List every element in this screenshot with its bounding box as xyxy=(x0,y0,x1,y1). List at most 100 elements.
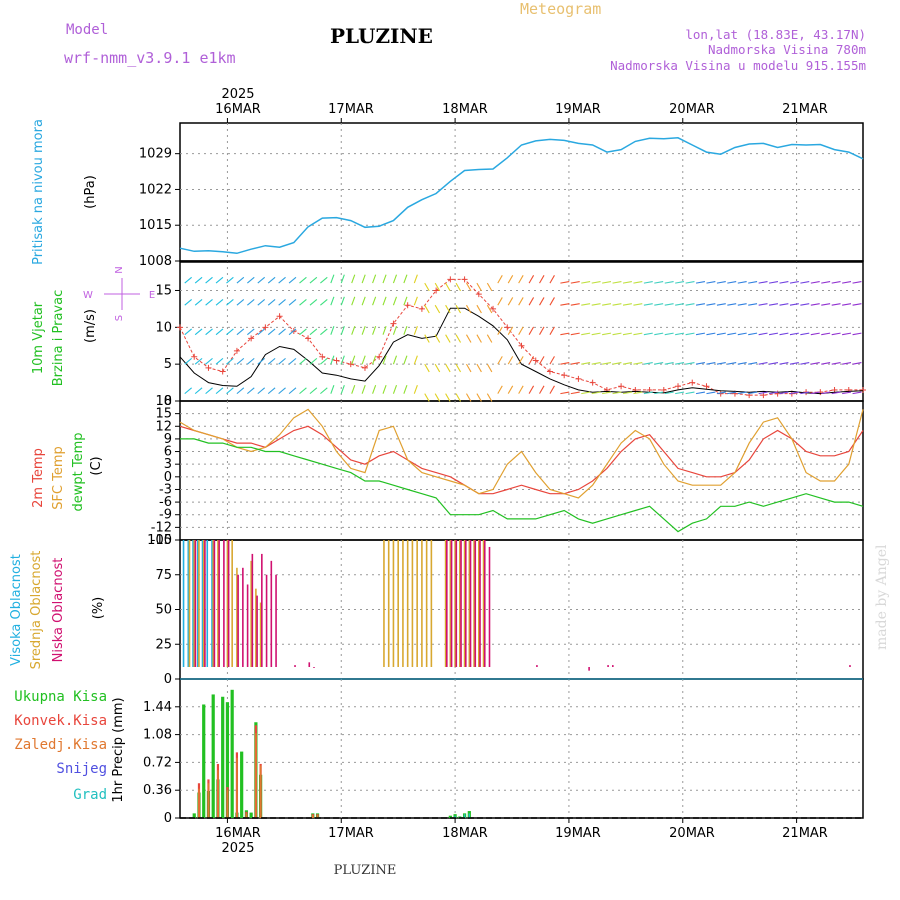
wind-arrow xyxy=(633,281,643,284)
wind-title-2: Brzina i Pravac xyxy=(51,290,66,387)
precip-bar xyxy=(259,765,262,818)
wind-arrow xyxy=(727,303,737,306)
wind-arrow xyxy=(675,362,685,365)
wind-arrow xyxy=(821,332,831,336)
wind-arrow xyxy=(372,274,377,284)
wind-arrow xyxy=(382,296,387,306)
wind-arrow xyxy=(351,326,356,335)
precip-bar xyxy=(463,814,466,818)
wind-arrow xyxy=(622,391,632,395)
wind-arrow xyxy=(664,303,674,306)
wind-arrow xyxy=(226,299,234,306)
wind-arrow xyxy=(654,332,664,336)
precip-bar xyxy=(198,788,200,818)
wind-arrow xyxy=(591,303,601,306)
wind-arrow xyxy=(246,299,255,306)
gust-marker xyxy=(461,276,468,283)
wind-arrow xyxy=(215,387,224,395)
wind-arrow xyxy=(351,274,356,284)
wind-arrow xyxy=(476,304,482,314)
wind-arrow xyxy=(320,299,328,306)
wind-arrow xyxy=(560,391,570,395)
wind-arrow xyxy=(852,303,862,306)
wind-arrow xyxy=(205,357,213,365)
wind-arrow xyxy=(560,362,570,365)
wind-arrow xyxy=(351,384,356,394)
top-day-label: 17MAR xyxy=(328,102,374,117)
bottom-day-label: 17MAR xyxy=(328,826,374,841)
wind-arrow xyxy=(716,281,726,284)
wind-arrow xyxy=(789,362,799,365)
wind-arrow xyxy=(434,304,441,314)
precip-bar xyxy=(207,783,210,818)
y-tick-label: 5 xyxy=(164,357,172,372)
gust-marker xyxy=(333,357,340,364)
wind-arrow xyxy=(821,303,831,306)
wind-arrow xyxy=(403,384,408,394)
wind-arrow xyxy=(821,391,831,395)
wind-arrow xyxy=(654,281,664,284)
wind-arrow xyxy=(664,332,674,336)
model-label: Model xyxy=(66,22,108,38)
cloud-title-low: Niska Oblacnost xyxy=(51,558,66,663)
wind-arrow xyxy=(205,387,213,395)
y-tick-label: 0 xyxy=(164,394,172,409)
wind-arrow xyxy=(361,274,366,284)
wind-arrow xyxy=(539,275,545,284)
wind-arrow xyxy=(466,393,472,402)
wind-arrow xyxy=(486,363,493,373)
wind-arrow xyxy=(497,275,503,284)
wind-arrow xyxy=(695,391,706,395)
precip-bar xyxy=(226,790,229,818)
wind-arrow xyxy=(372,384,377,394)
wind-arrow xyxy=(528,385,535,394)
y-tick-label: 50 xyxy=(155,603,172,618)
wind-arrow xyxy=(413,384,418,394)
wind-arrow xyxy=(570,391,580,395)
gust-marker xyxy=(703,383,710,390)
wind-arrow xyxy=(236,299,245,306)
gust-marker xyxy=(418,305,425,312)
precip-bar xyxy=(255,733,257,818)
wind-arrow xyxy=(612,391,622,395)
wind-arrow xyxy=(737,303,747,306)
gust-marker xyxy=(276,313,283,320)
wind-arrow xyxy=(340,296,345,306)
wind-arrow xyxy=(789,332,799,336)
wind-arrow xyxy=(507,275,514,284)
wind-arrow xyxy=(299,299,307,306)
precip-bar xyxy=(192,813,196,818)
wind-arrow xyxy=(236,328,245,336)
wind-arrow xyxy=(518,326,524,335)
wind-arrow xyxy=(633,332,643,336)
legend-graupel: Grad xyxy=(73,787,107,803)
y-tick-label: 10 xyxy=(155,320,172,335)
gust-marker xyxy=(475,291,482,298)
wind-arrow xyxy=(821,362,831,365)
gust-marker xyxy=(689,379,696,386)
wind-arrow xyxy=(434,393,441,402)
product-title: Meteogram xyxy=(520,0,601,18)
wind-arrow xyxy=(267,357,276,365)
wind-arrow xyxy=(445,393,451,402)
wind-arrow xyxy=(549,275,555,284)
wind-arrow xyxy=(382,274,387,284)
wind-arrow xyxy=(518,297,524,306)
model-name: wrf-nmm_v3.9.1 e1km xyxy=(64,49,236,67)
wind-arrow xyxy=(466,282,472,292)
wind-arrow xyxy=(549,297,555,306)
wind-arrow xyxy=(518,385,524,394)
wind-arrow xyxy=(727,281,737,284)
wind-arrow xyxy=(288,357,297,365)
y-tick-label: 0.72 xyxy=(143,755,172,770)
wind-arrow xyxy=(184,276,192,284)
legend-total-rain: Ukupna Kisa xyxy=(14,689,107,705)
cloud-title-mid: Srednja Oblacnost xyxy=(29,551,44,670)
wind-arrow xyxy=(675,303,685,306)
gust-marker xyxy=(447,276,454,283)
wind-arrow xyxy=(246,328,255,336)
gust-marker xyxy=(219,368,226,375)
lonlat-label: lon,lat (18.83E, 43.17N) xyxy=(685,27,866,42)
wind-arrow xyxy=(257,299,266,306)
wind-arrow xyxy=(184,357,192,365)
